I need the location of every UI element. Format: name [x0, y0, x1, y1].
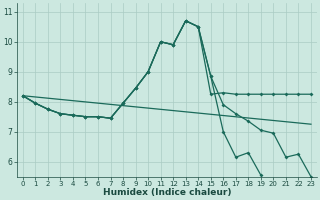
X-axis label: Humidex (Indice chaleur): Humidex (Indice chaleur) — [103, 188, 231, 197]
